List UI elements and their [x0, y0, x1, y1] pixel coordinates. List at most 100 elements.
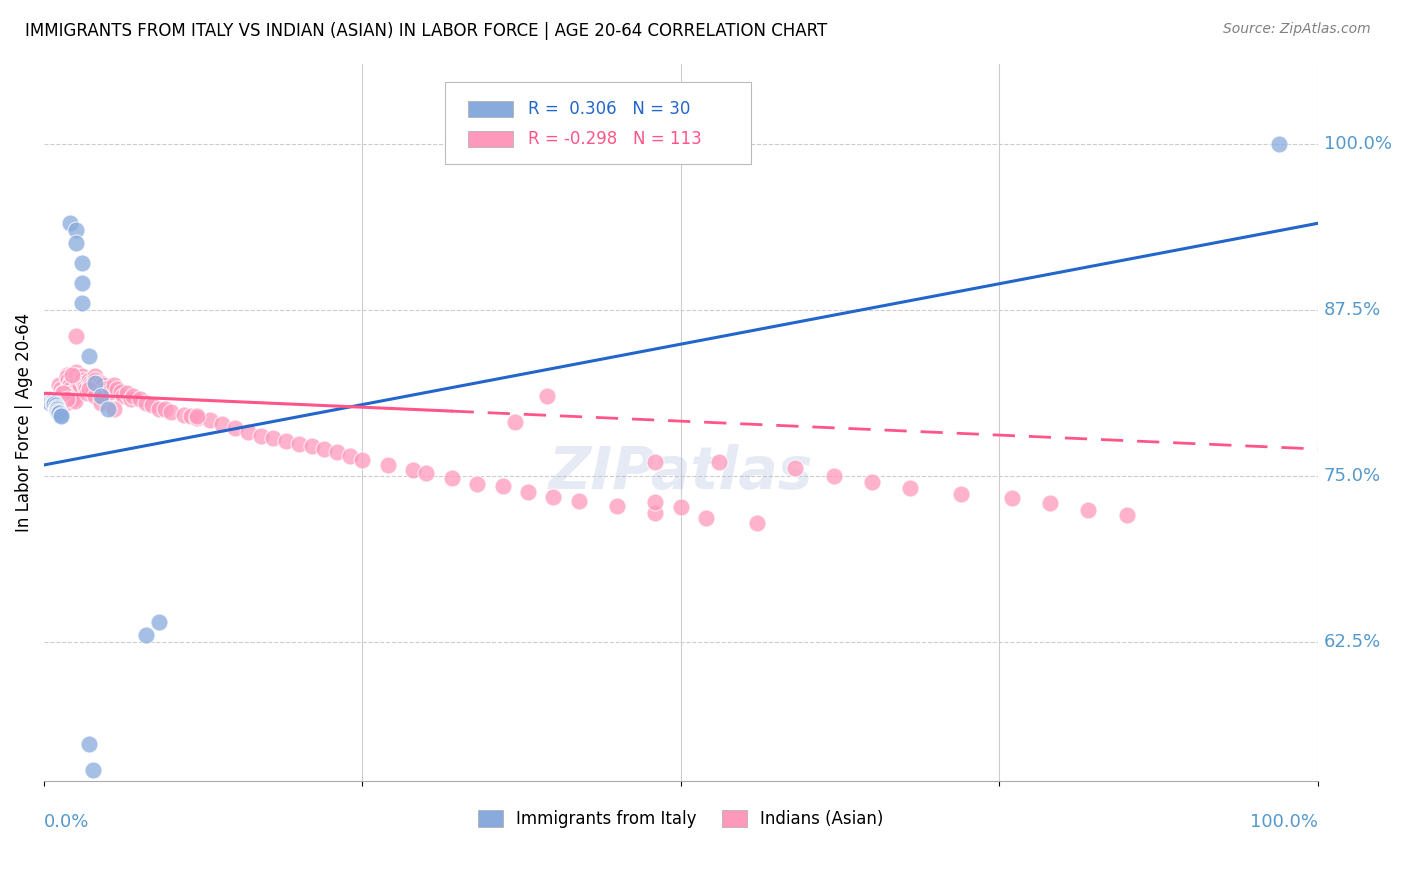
- Point: [669, 500, 692, 515]
- Point: [49, 382, 72, 396]
- Point: [56, 368, 79, 382]
- Point: [45, 403, 67, 417]
- Point: [94, 382, 117, 396]
- Y-axis label: In Labor Force | Age 20-64: In Labor Force | Age 20-64: [15, 313, 32, 532]
- Point: [568, 493, 591, 508]
- Point: [84, 373, 107, 387]
- Point: [536, 389, 558, 403]
- Point: [135, 395, 157, 409]
- Point: [45, 398, 67, 412]
- Point: [135, 628, 157, 642]
- Point: [52, 389, 75, 403]
- Point: [517, 484, 540, 499]
- Text: 75.0%: 75.0%: [1324, 467, 1381, 484]
- Point: [339, 449, 361, 463]
- Point: [644, 506, 666, 520]
- Point: [823, 468, 845, 483]
- Point: [90, 395, 112, 409]
- Point: [148, 615, 170, 629]
- Point: [186, 409, 208, 423]
- Point: [63, 394, 86, 409]
- Point: [45, 401, 67, 415]
- Point: [785, 460, 807, 475]
- Text: R =  0.306   N = 30: R = 0.306 N = 30: [529, 100, 690, 119]
- Point: [44, 395, 66, 409]
- Point: [73, 379, 96, 393]
- Point: [45, 400, 67, 414]
- Point: [84, 376, 107, 390]
- Point: [60, 389, 83, 403]
- Point: [122, 389, 145, 403]
- Point: [42, 394, 65, 409]
- Point: [44, 397, 66, 411]
- Point: [72, 376, 94, 390]
- Point: [62, 392, 84, 406]
- Legend: Immigrants from Italy, Indians (Asian): Immigrants from Italy, Indians (Asian): [471, 803, 890, 835]
- Point: [314, 442, 336, 456]
- Point: [98, 384, 121, 399]
- Point: [415, 466, 437, 480]
- Point: [80, 378, 103, 392]
- Point: [249, 429, 271, 443]
- Point: [110, 384, 132, 399]
- Point: [148, 402, 170, 417]
- Point: [82, 382, 104, 396]
- Point: [48, 378, 70, 392]
- FancyBboxPatch shape: [468, 102, 513, 117]
- Point: [48, 405, 70, 419]
- Text: 87.5%: 87.5%: [1324, 301, 1381, 318]
- Point: [56, 370, 79, 384]
- Point: [160, 405, 183, 419]
- Point: [45, 400, 67, 414]
- Point: [153, 402, 176, 417]
- Point: [1115, 508, 1137, 523]
- Point: [402, 463, 425, 477]
- Point: [65, 329, 87, 343]
- Point: [274, 434, 297, 448]
- Text: R = -0.298   N = 113: R = -0.298 N = 113: [529, 130, 702, 148]
- Point: [65, 223, 87, 237]
- Point: [491, 479, 513, 493]
- Point: [97, 381, 120, 395]
- Point: [60, 368, 83, 382]
- Point: [66, 373, 89, 387]
- Point: [52, 392, 75, 406]
- Point: [90, 376, 112, 390]
- Point: [1039, 496, 1062, 510]
- Point: [59, 386, 82, 401]
- Text: IMMIGRANTS FROM ITALY VS INDIAN (ASIAN) IN LABOR FORCE | AGE 20-64 CORRELATION C: IMMIGRANTS FROM ITALY VS INDIAN (ASIAN) …: [25, 22, 828, 40]
- Point: [86, 379, 108, 393]
- Point: [84, 369, 107, 384]
- Point: [75, 382, 97, 396]
- Point: [39, 395, 62, 409]
- Point: [224, 421, 246, 435]
- Point: [55, 395, 77, 409]
- Point: [198, 413, 221, 427]
- Point: [236, 425, 259, 439]
- Point: [58, 373, 80, 387]
- Point: [128, 392, 150, 406]
- Point: [377, 458, 399, 472]
- Point: [72, 373, 94, 387]
- Point: [51, 386, 73, 401]
- Point: [79, 376, 101, 390]
- Point: [45, 402, 67, 417]
- Point: [87, 382, 110, 396]
- Text: 62.5%: 62.5%: [1324, 632, 1381, 650]
- Point: [115, 386, 138, 401]
- Point: [58, 382, 80, 396]
- Point: [440, 471, 463, 485]
- Point: [606, 499, 628, 513]
- Point: [747, 516, 769, 531]
- Text: 100.0%: 100.0%: [1250, 814, 1317, 831]
- Point: [465, 476, 488, 491]
- Point: [41, 392, 63, 407]
- FancyBboxPatch shape: [468, 131, 513, 147]
- Point: [141, 398, 163, 412]
- Point: [173, 408, 195, 422]
- Point: [65, 365, 87, 379]
- Point: [65, 236, 87, 251]
- Point: [503, 416, 526, 430]
- Point: [112, 389, 135, 403]
- Point: [898, 481, 921, 495]
